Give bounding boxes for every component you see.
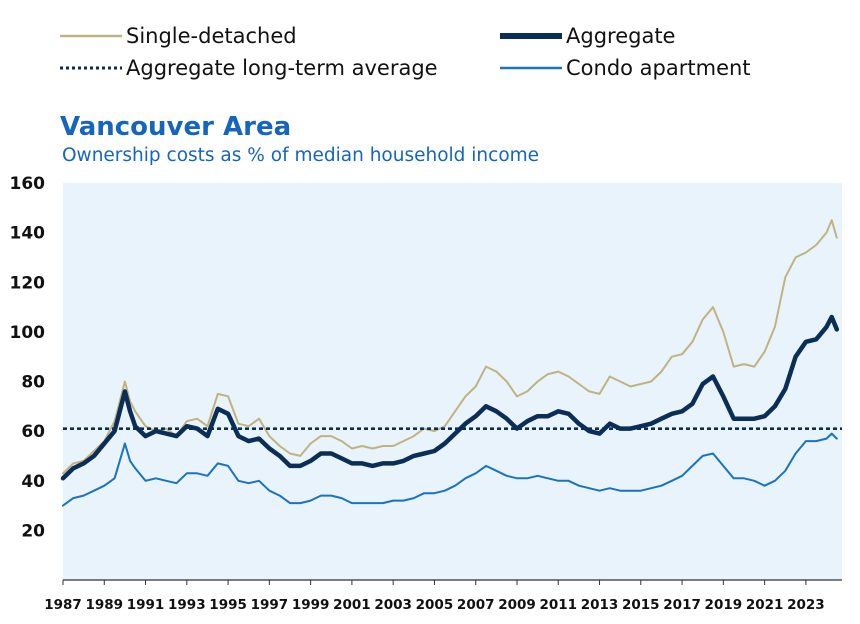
x-tick-label: 2007 xyxy=(457,597,495,613)
plot-area xyxy=(63,183,842,580)
x-tick-label: 2023 xyxy=(787,597,825,613)
y-tick-label: 80 xyxy=(21,373,45,393)
legend-label-aggregate: Aggregate xyxy=(566,24,675,48)
x-tick-label: 2001 xyxy=(333,597,371,613)
y-tick-label: 140 xyxy=(10,224,46,244)
y-tick-label: 160 xyxy=(10,174,46,194)
x-tick-label: 2017 xyxy=(663,597,701,613)
x-tick-label: 1997 xyxy=(251,597,289,613)
x-tick-label: 2015 xyxy=(622,597,660,613)
legend-label-average: Aggregate long-term average xyxy=(126,56,438,80)
x-tick-label: 2003 xyxy=(374,597,412,613)
x-tick-label: 2005 xyxy=(416,597,454,613)
chart-title: Vancouver Area xyxy=(60,112,291,142)
x-tick-label: 2013 xyxy=(581,597,619,613)
y-tick-label: 120 xyxy=(10,273,46,293)
x-tick-label: 2011 xyxy=(539,597,577,613)
x-tick-label: 1991 xyxy=(127,597,165,613)
legend-label-single-detached: Single-detached xyxy=(126,24,297,48)
x-tick-label: 2019 xyxy=(705,597,743,613)
series-group xyxy=(60,219,842,507)
y-axis-ticks: 160 140 120 100 80 60 40 20 xyxy=(10,174,46,541)
legend: Single-detached Aggregate Aggregate long… xyxy=(60,24,751,80)
y-tick-label: 40 xyxy=(21,472,45,492)
x-tick-label: 2009 xyxy=(498,597,536,613)
series-line-aggregate xyxy=(60,314,840,481)
series-line-single-detached xyxy=(62,219,838,475)
legend-label-condo: Condo apartment xyxy=(566,56,751,80)
y-tick-label: 60 xyxy=(21,422,45,442)
x-tick-label: 1989 xyxy=(85,597,123,613)
x-tick-label: 1995 xyxy=(209,597,247,613)
x-axis-ticks: 1987 1989 1991 1993 1995 1997 1999 2001 2003 2005… xyxy=(44,580,825,613)
y-tick-label: 20 xyxy=(21,521,45,541)
x-tick-label: 2021 xyxy=(746,597,784,613)
x-tick-label: 1999 xyxy=(292,597,330,613)
x-tick-label: 1993 xyxy=(168,597,206,613)
chart-subtitle: Ownership costs as % of median household… xyxy=(62,145,539,166)
y-tick-label: 100 xyxy=(10,323,46,343)
series-line-condo-apartment xyxy=(62,432,838,507)
x-tick-label: 1987 xyxy=(44,597,82,613)
